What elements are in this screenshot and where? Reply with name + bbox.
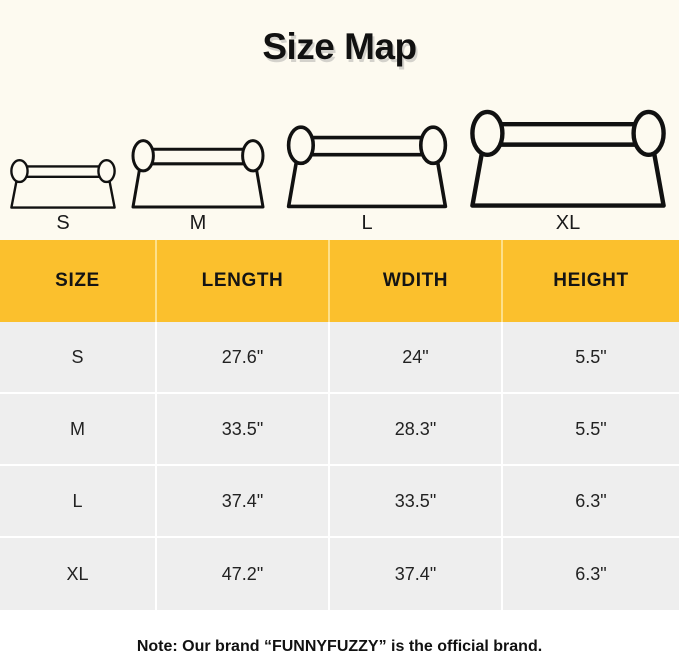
cell-height: 6.3" xyxy=(503,538,679,610)
cell-height: 5.5" xyxy=(503,322,679,394)
bed-shape xyxy=(131,139,265,209)
footer: Note: Our brand “FUNNYFUZZY” is the offi… xyxy=(0,610,679,671)
bed-size-label: L xyxy=(361,212,373,234)
bed-illustration-group: S M L XL xyxy=(0,90,679,240)
bed-illustration-m: M xyxy=(130,138,266,240)
cell-width: 24" xyxy=(330,322,503,394)
table-row: M 33.5" 28.3" 5.5" xyxy=(0,394,679,466)
bed-illustration-xl: XL xyxy=(468,108,668,240)
bed-size-label: M xyxy=(189,212,207,234)
bed-size-label: XL xyxy=(555,212,581,234)
cell-width: 28.3" xyxy=(330,394,503,466)
size-table: SIZE LENGTH WDITH HEIGHT S 27.6" 24" 5.5" M 3… xyxy=(0,240,679,610)
bed-size-label: S xyxy=(56,212,70,234)
table-row: L 37.4" 33.5" 6.3" xyxy=(0,466,679,538)
cell-length: 37.4" xyxy=(157,466,330,538)
cell-size: S xyxy=(0,322,157,394)
cell-height: 6.3" xyxy=(503,466,679,538)
cell-size: L xyxy=(0,466,157,538)
table-header-row: SIZE LENGTH WDITH HEIGHT xyxy=(0,240,679,322)
column-header-size: SIZE xyxy=(0,240,157,322)
cell-length: 27.6" xyxy=(157,322,330,394)
table-row: S 27.6" 24" 5.5" xyxy=(0,322,679,394)
cell-size: XL xyxy=(0,538,157,610)
cell-width: 33.5" xyxy=(330,466,503,538)
cell-length: 33.5" xyxy=(157,394,330,466)
page-title: Size Map xyxy=(262,26,417,67)
column-header-height: HEIGHT xyxy=(503,240,679,322)
bed-illustration-s: S xyxy=(9,158,117,240)
illustration-panel: Size Map S M L XL xyxy=(0,0,679,240)
cell-width: 37.4" xyxy=(330,538,503,610)
bed-shape xyxy=(286,125,448,209)
table-row: XL 47.2" 37.4" 6.3" xyxy=(0,538,679,610)
bed-shape xyxy=(470,109,666,208)
column-header-width: WDITH xyxy=(330,240,503,322)
bed-illustration-l: L xyxy=(285,124,449,240)
bed-shape xyxy=(10,158,116,209)
column-header-length: LENGTH xyxy=(157,240,330,322)
brand-note: Note: Our brand “FUNNYFUZZY” is the offi… xyxy=(136,637,543,655)
cell-size: M xyxy=(0,394,157,466)
table-body: S 27.6" 24" 5.5" M 33.5" 28.3" 5.5" L 37.4" 33.5" 6… xyxy=(0,322,679,610)
cell-length: 47.2" xyxy=(157,538,330,610)
cell-height: 5.5" xyxy=(503,394,679,466)
